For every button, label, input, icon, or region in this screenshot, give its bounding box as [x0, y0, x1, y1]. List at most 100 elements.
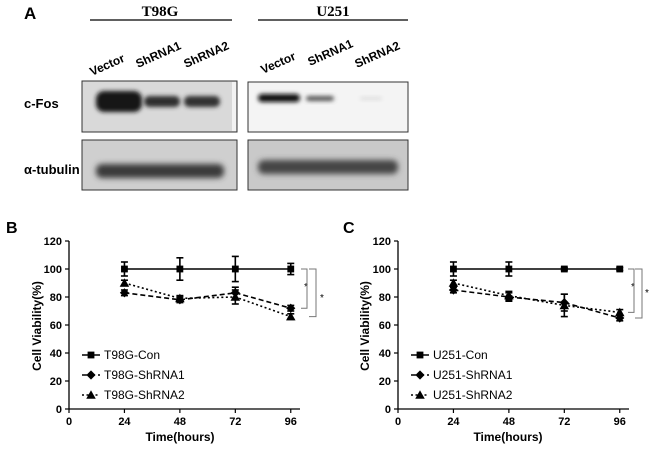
series-diamond — [448, 285, 625, 323]
series-line — [453, 289, 620, 319]
band — [96, 91, 142, 112]
y-axis-label: Cell Viability(%) — [358, 281, 372, 371]
series-line — [124, 291, 291, 309]
blot-label-cfos: c-Fos — [24, 96, 59, 111]
panel-letter: C — [343, 220, 355, 237]
band — [184, 96, 220, 107]
marker-triangle — [415, 390, 425, 399]
lane-label: Vector — [259, 49, 299, 77]
y-tick-label: 60 — [50, 320, 62, 332]
band — [144, 96, 180, 107]
marker-square — [287, 265, 295, 273]
marker-square — [176, 265, 184, 273]
x-tick-label: 24 — [447, 416, 460, 428]
band — [258, 160, 398, 174]
blot-cfos-u251 — [247, 81, 409, 133]
y-tick-label: 0 — [56, 404, 62, 416]
marker-triangle — [615, 307, 625, 317]
x-axis-label: Time(hours) — [473, 430, 542, 444]
legend-label: U251-Con — [433, 348, 488, 362]
lane-label: ShRNA2 — [353, 38, 403, 70]
marker-square — [416, 351, 424, 359]
marker-triangle — [448, 278, 459, 287]
marker-diamond — [86, 370, 96, 380]
y-tick-label: 40 — [379, 348, 391, 360]
legend-label: T98G-ShRNA2 — [104, 388, 185, 402]
marker-square — [121, 265, 128, 273]
group-label-u251: U251 — [316, 4, 349, 20]
x-tick-label: 72 — [229, 416, 241, 428]
marker-triangle — [86, 390, 96, 399]
series-square — [120, 255, 295, 283]
panel-a: A T98G U251 Vector ShRNA1 ShRNA2 Vector … — [24, 4, 409, 191]
x-tick-label: 48 — [174, 416, 186, 428]
marker-square — [87, 351, 95, 359]
marker-diamond — [448, 285, 459, 295]
significance-bracket — [309, 268, 317, 318]
marker-triangle — [286, 311, 296, 321]
significance-star: * — [645, 288, 649, 299]
series-line — [124, 282, 292, 318]
series-triangle — [448, 278, 625, 318]
marker-square — [560, 265, 568, 273]
marker-triangle — [119, 278, 130, 287]
lane-label: Vector — [88, 51, 128, 79]
significance-star: * — [320, 293, 324, 304]
y-tick-label: 20 — [379, 376, 391, 388]
group-label-t98g: T98G — [142, 4, 179, 20]
x-tick-label: 96 — [614, 416, 626, 428]
blot-label-tubulin: α-tubulin — [24, 162, 80, 177]
significance-star: * — [631, 282, 635, 293]
series-triangle — [119, 278, 296, 321]
series-line — [453, 282, 620, 314]
x-tick-label: 96 — [285, 416, 297, 428]
significance-bracket — [628, 268, 635, 313]
lane-label: ShRNA1 — [306, 36, 356, 68]
marker-square — [231, 265, 239, 273]
y-tick-label: 120 — [373, 236, 391, 248]
blot-tubulin-t98g — [81, 139, 238, 191]
y-tick-label: 40 — [50, 348, 62, 360]
marker-triangle — [559, 300, 570, 310]
band — [360, 97, 382, 100]
chart-panel-b: B Cell Viability(%) Time(hours) T98G-Con… — [6, 220, 324, 444]
y-tick-label: 120 — [44, 236, 62, 248]
marker-triangle — [504, 290, 514, 300]
chart-panel-c: C Cell Viability(%) Time(hours) U251-Con… — [343, 220, 649, 444]
marker-triangle — [175, 293, 185, 303]
y-tick-label: 20 — [50, 376, 62, 388]
band — [96, 164, 224, 178]
band — [306, 96, 334, 101]
x-tick-label: 0 — [66, 416, 72, 428]
legend-label: T98G-Con — [104, 348, 160, 362]
blot-tubulin-u251 — [247, 139, 409, 191]
significance-bracket — [635, 268, 643, 319]
marker-diamond — [286, 303, 296, 313]
y-tick-label: 100 — [373, 264, 391, 276]
series-square — [449, 261, 624, 277]
significance-bracket — [301, 268, 308, 309]
blot-cfos-t98g — [81, 80, 238, 133]
x-tick-label: 48 — [503, 416, 515, 428]
x-tick-label: 24 — [118, 416, 131, 428]
legend-label: U251-ShRNA2 — [433, 388, 513, 402]
lane-label: ShRNA1 — [134, 38, 184, 70]
y-axis-label: Cell Viability(%) — [30, 281, 44, 371]
y-tick-label: 80 — [379, 292, 391, 304]
y-tick-label: 100 — [44, 264, 62, 276]
marker-square — [616, 265, 624, 273]
y-tick-label: 0 — [385, 404, 391, 416]
x-tick-label: 0 — [395, 416, 401, 428]
band — [258, 94, 300, 102]
y-tick-label: 60 — [379, 320, 391, 332]
panel-letter: B — [6, 220, 18, 237]
lane-label: ShRNA2 — [182, 38, 232, 70]
x-tick-label: 72 — [558, 416, 570, 428]
marker-diamond — [415, 370, 425, 380]
y-tick-label: 80 — [50, 292, 62, 304]
marker-square — [450, 265, 457, 273]
marker-square — [505, 265, 513, 273]
panel-a-letter: A — [24, 4, 36, 23]
marker-triangle — [230, 292, 241, 301]
